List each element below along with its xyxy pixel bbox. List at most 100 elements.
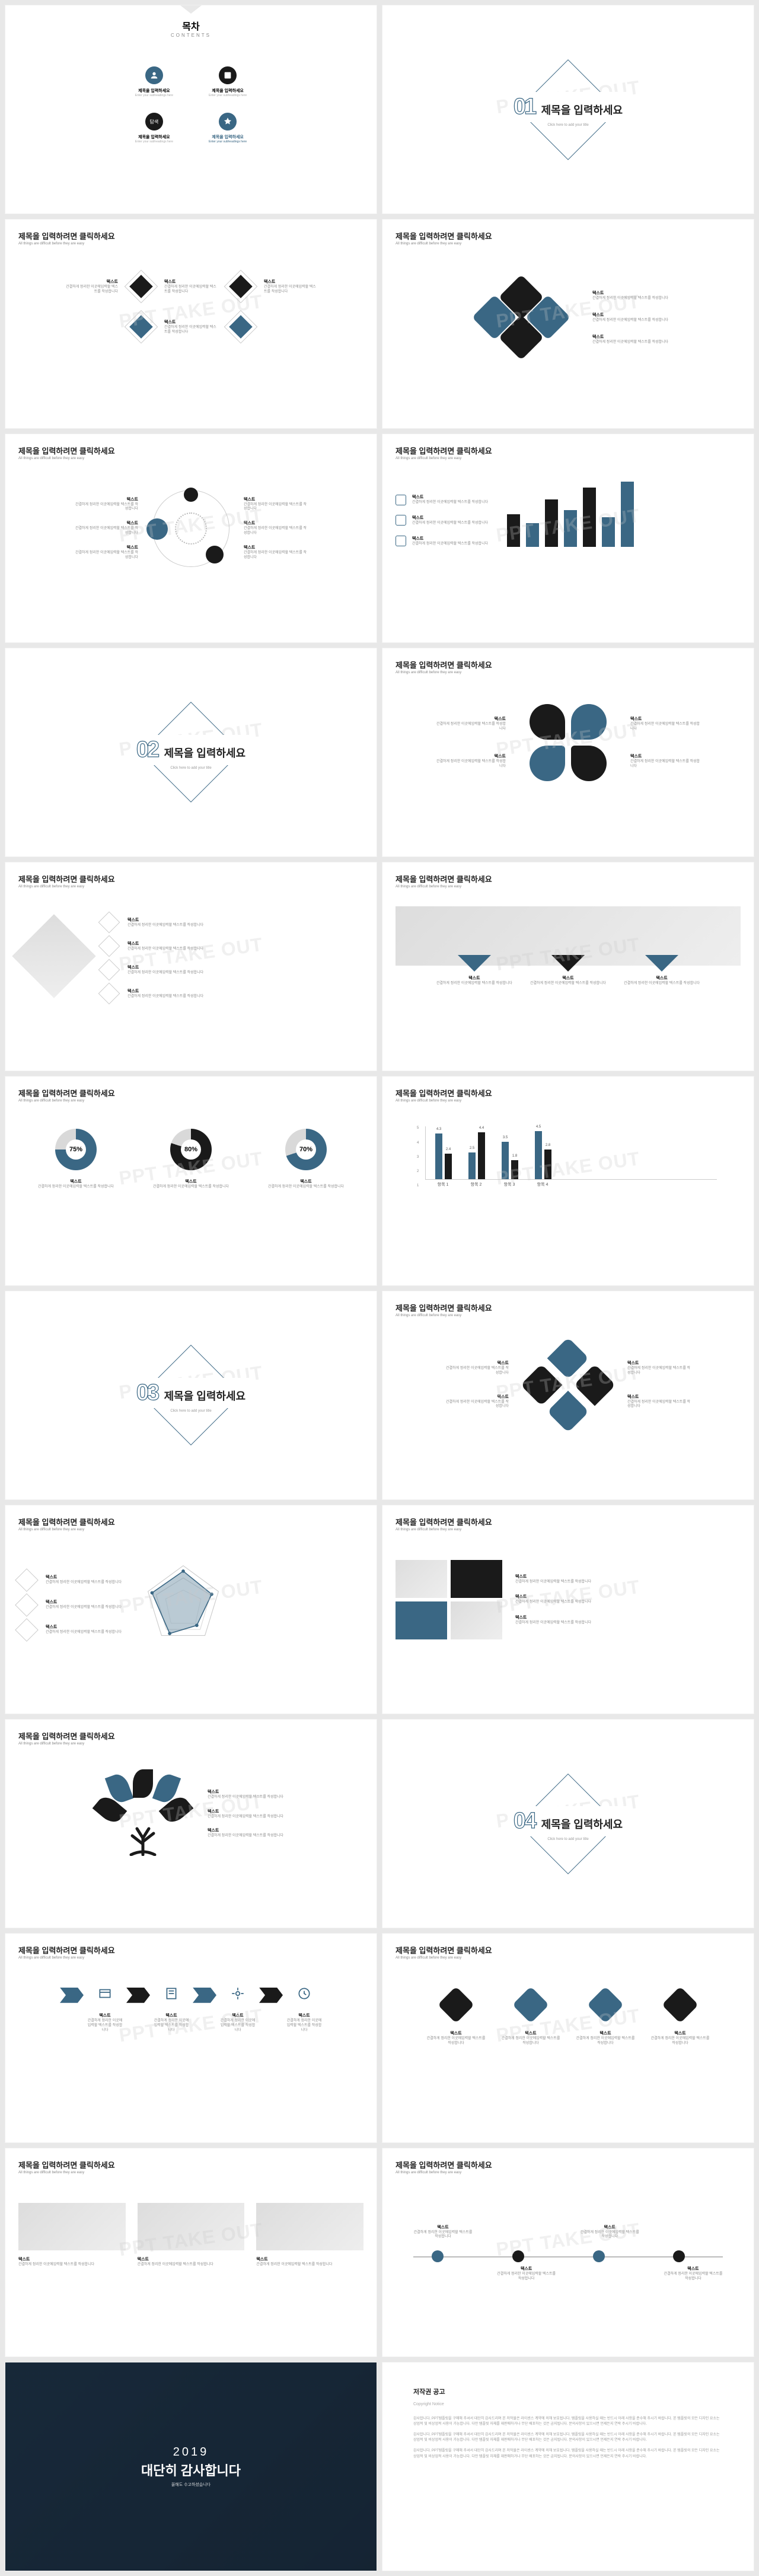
slide-sub: All things are difficult before they are…	[396, 1099, 741, 1103]
diamond-item: 텍스트간결하게 정리한 이곳에입력할 텍스트를 작성합니다	[576, 1992, 635, 2046]
donut-chart-row: 75%80%70%	[18, 1129, 363, 1170]
contents-title: 목차	[18, 18, 363, 33]
slide-sub: All things are difficult before they are…	[396, 671, 741, 674]
slide-title: 제목을 입력하려면 클릭하세요	[18, 1730, 363, 1741]
slide-title: 제목을 입력하려면 클릭하세요	[18, 1087, 363, 1098]
slide-title: 제목을 입력하려면 클릭하세요	[18, 445, 363, 456]
contents-item-4: 제목을 입력하세요 Enter your subheadings here	[209, 113, 247, 144]
image-grid	[396, 1560, 502, 1639]
copyright-body-2: 감사합니다. PPT템플릿을 구매해 주셔서 대단히 감사드리며 본 저작물은 …	[413, 2432, 723, 2444]
bar-chart	[507, 482, 634, 547]
triangle-decoration	[180, 5, 202, 14]
text-block: 텍스트간결하게 정리한 이곳에입력할 텍스트를 작성합니다	[164, 319, 218, 335]
slide-6-barchart: 제목을 입력하려면 클릭하세요 All things are difficult…	[382, 434, 754, 643]
contents-item-1: 제목을 입력하세요 Enter your subheadings here	[135, 66, 173, 97]
text-block: 텍스트간결하게 정리한 이곳에입력할 텍스트를 작성합니다	[630, 716, 701, 732]
slide-contents: 목차 CONTENTS 제목을 입력하세요 Enter your subhead…	[5, 5, 377, 214]
contents-item-3: 탐색 제목을 입력하세요 Enter your subheadings here	[135, 113, 173, 144]
slide-sub: All things are difficult before they are…	[18, 1956, 363, 1960]
slide-title: 제목을 입력하려면 클릭하세요	[396, 1302, 741, 1313]
slide-section-03: 03 제목을 입력하세요 Click here to add your titl…	[5, 1291, 377, 1500]
slide-11-donuts: 제목을 입력하려면 클릭하세요 All things are difficult…	[5, 1076, 377, 1285]
text-block: 텍스트간결하게 정리한 이곳에입력할 텍스트를 작성합니다	[444, 1394, 509, 1410]
text-block: 텍스트간결하게 정리한 이곳에입력할 텍스트를 작성합니다	[515, 1574, 591, 1585]
text-block: 텍스트간결하게 정리한 이곳에입력할 텍스트를 작성합니다	[65, 279, 118, 295]
text-block: 텍스트간결하게 정리한 이곳에입력할 텍스트를 작성합니다	[444, 1360, 509, 1376]
slide-9: 제목을 입력하려면 클릭하세요 All things are difficult…	[5, 862, 377, 1071]
section-number: 01	[514, 94, 535, 120]
text-block: 텍스트간결하게 정리한 이곳에입력할 텍스트를 작성합니다	[413, 2224, 473, 2240]
image-text-column: 텍스트간결하게 정리한 이곳에입력할 텍스트를 작성합니다	[256, 2203, 363, 2268]
list-item: 텍스트간결하게 정리한 이곳에입력할 텍스트를 작성합니다	[101, 962, 363, 977]
thankyou-year: 2019	[173, 2446, 209, 2459]
text-block: 텍스트간결하게 정리한 이곳에입력할 텍스트를 작성합니다	[286, 2013, 322, 2033]
text-block: 텍스트간결하게 정리한 이곳에입력할 텍스트를 작성합니다	[73, 496, 138, 512]
four-petal-graphic	[530, 704, 607, 781]
slide-sub: All things are difficult before they are…	[396, 1528, 741, 1531]
text-block: 텍스트간결하게 정리한 이곳에입력할 텍스트를 작성합니다	[208, 1827, 283, 1839]
slide-sub: All things are difficult before they are…	[18, 1528, 363, 1531]
text-block: 텍스트간결하게 정리한 이곳에입력할 텍스트를 작성합니다	[152, 1179, 229, 1190]
process-icon	[154, 1986, 189, 2004]
list-item: 텍스트간결하게 정리한 이곳에입력할 텍스트를 작성합니다	[101, 915, 363, 930]
slide-sub: All things are difficult before they are…	[396, 885, 741, 889]
section-number: 02	[136, 737, 158, 763]
text-block: 텍스트간결하게 정리한 이곳에입력할 텍스트를 작성합니다	[267, 1179, 345, 1190]
process-icon	[220, 1986, 256, 2004]
text-block: 텍스트간결하게 정리한 이곳에입력할 텍스트를 작성합니다	[435, 716, 506, 732]
slide-20: 제목을 입력하려면 클릭하세요 All things are difficult…	[382, 1933, 754, 2142]
contents-item-2: 제목을 입력하세요 Enter your subheadings here	[209, 66, 247, 97]
slide-section-04: 04 제목을 입력하세요 Click here to add your titl…	[382, 1719, 754, 1928]
text-block: 텍스트간결하게 정리한 이곳에입력할 텍스트를 작성합니다	[154, 2013, 189, 2033]
tree-graphic	[98, 1769, 187, 1858]
circle-ring-graphic	[152, 490, 229, 567]
diamond-icon-3	[126, 312, 156, 342]
slide-17-tree: 제목을 입력하려면 클릭하세요 All things are difficult…	[5, 1719, 377, 1928]
list-item: 텍스트간결하게 정리한 이곳에입력할 텍스트를 작성합니다	[101, 938, 363, 954]
process-icon	[286, 1986, 322, 2004]
y-axis-labels: 54321	[417, 1126, 419, 1187]
section-sub: Click here to add your title	[543, 123, 593, 127]
text-block: 텍스트간결하게 정리한 이곳에입력할 텍스트를 작성합니다	[627, 1360, 693, 1376]
thankyou-message: 대단히 감사합니다	[141, 2460, 241, 2479]
legend-item: 텍스트간결하게 정리한 이곳에입력할 텍스트를 작성합니다	[396, 536, 488, 547]
slide-title: 제목을 입력하려면 클릭하세요	[396, 1944, 741, 1956]
image-text-column: 텍스트간결하게 정리한 이곳에입력할 텍스트를 작성합니다	[18, 2203, 126, 2268]
arrow-chevron	[126, 1988, 150, 2003]
list-item: 텍스트간결하게 정리한 이곳에입력할 텍스트를 작성합니다	[18, 1572, 122, 1588]
text-block: 텍스트간결하게 정리한 이곳에입력할 텍스트를 작성합니다	[73, 545, 138, 561]
slide-title: 제목을 입력하려면 클릭하세요	[18, 873, 363, 884]
diamond-icon-4	[226, 312, 256, 342]
legend-item: 텍스트간결하게 정리한 이곳에입력할 텍스트를 작성합니다	[396, 515, 488, 526]
section-sub: Click here to add your title	[165, 1409, 216, 1413]
text-block: 텍스트간결하게 정리한 이곳에입력할 텍스트를 작성합니다	[435, 753, 506, 769]
slide-thankyou: 2019 대단히 감사합니다 올해도 수고하셨습니다	[5, 2362, 377, 2571]
slide-4: 제목을 입력하려면 클릭하세요 All things are difficult…	[382, 219, 754, 428]
grouped-bar-chart: 4.32.42.54.43.51.84.52.8	[425, 1126, 717, 1180]
text-block: 텍스트간결하게 정리한 이곳에입력할 텍스트를 작성합니다	[73, 520, 138, 536]
text-block: 텍스트간결하게 정리한 이곳에입력할 텍스트를 작성합니다	[580, 2224, 639, 2240]
slide-sub: All things are difficult before they are…	[396, 1314, 741, 1317]
diamond-item: 텍스트간결하게 정리한 이곳에입력할 텍스트를 작성합니다	[426, 1992, 486, 2046]
diamond-item: 텍스트간결하게 정리한 이곳에입력할 텍스트를 작성합니다	[650, 1992, 710, 2046]
slide-5: 제목을 입력하려면 클릭하세요 All things are difficult…	[5, 434, 377, 643]
list-item: 텍스트간결하게 정리한 이곳에입력할 텍스트를 작성합니다	[18, 1597, 122, 1613]
slide-title: 제목을 입력하려면 클릭하세요	[18, 230, 363, 241]
slide-8: 제목을 입력하려면 클릭하세요 All things are difficult…	[382, 648, 754, 857]
text-block: 텍스트간결하게 정리한 이곳에입력할 텍스트를 작성합니다	[515, 1615, 591, 1626]
slide-title: 제목을 입력하려면 클릭하세요	[18, 1944, 363, 1956]
section-sub: Click here to add your title	[165, 766, 216, 770]
slide-title: 제목을 입력하려면 클릭하세요	[396, 2159, 741, 2170]
slide-12-groupedbars: 제목을 입력하려면 클릭하세요 All things are difficult…	[382, 1076, 754, 1285]
list-item: 텍스트간결하게 정리한 이곳에입력할 텍스트를 작성합니다	[101, 986, 363, 1001]
text-block: 텍스트간결하게 정리한 이곳에입력할 텍스트를 작성합니다	[244, 545, 309, 561]
slide-title: 제목을 입력하려면 클릭하세요	[396, 445, 741, 456]
text-block: 텍스트간결하게 정리한 이곳에입력할 텍스트를 작성합니다	[208, 1808, 283, 1820]
diamond-icon-2	[226, 272, 256, 301]
slide-16: 제목을 입력하려면 클릭하세요 All things are difficult…	[382, 1505, 754, 1714]
radar-chart	[136, 1558, 231, 1652]
slide-title: 제목을 입력하려면 클릭하세요	[396, 1516, 741, 1527]
slide-10: 제목을 입력하려면 클릭하세요 All things are difficult…	[382, 862, 754, 1071]
x-axis-labels: 항목 1항목 2항목 3항목 4	[425, 1182, 717, 1187]
image-placeholder	[12, 914, 95, 998]
